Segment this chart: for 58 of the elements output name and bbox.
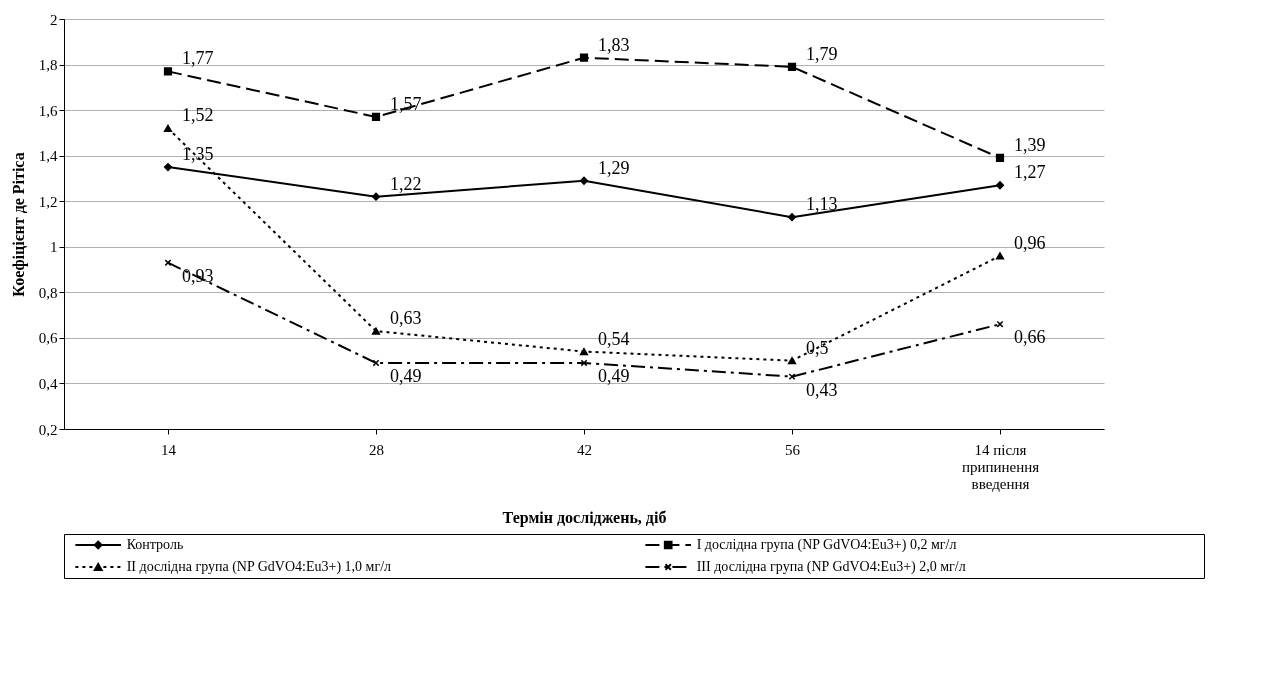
data-label: 0,66 bbox=[1014, 327, 1046, 348]
point bbox=[371, 192, 381, 201]
point bbox=[787, 213, 797, 222]
data-label: 1,27 bbox=[1014, 162, 1046, 183]
x-tick-label: 14 bbox=[161, 441, 177, 458]
y-tick-label: 1,4 bbox=[38, 148, 58, 165]
data-label: 0,63 bbox=[390, 308, 422, 329]
data-label: 0,93 bbox=[182, 265, 214, 286]
data-label: 0,49 bbox=[390, 365, 422, 386]
point bbox=[787, 62, 797, 71]
point bbox=[372, 359, 380, 367]
x-axis-title: Термін досліджень, діб bbox=[502, 508, 667, 527]
point bbox=[787, 357, 797, 365]
x-tick-label: 56 bbox=[785, 441, 801, 458]
data-label: 1,22 bbox=[390, 173, 422, 194]
y-tick-label: 0,4 bbox=[38, 375, 58, 392]
point bbox=[995, 252, 1005, 260]
data-label: 1,35 bbox=[182, 144, 214, 165]
point bbox=[579, 53, 589, 62]
point bbox=[579, 347, 589, 356]
data-label: 0,43 bbox=[806, 379, 838, 400]
x-tick-label: 42 bbox=[577, 441, 592, 458]
data-label: 1,13 bbox=[806, 194, 838, 215]
point bbox=[371, 327, 381, 335]
data-label: 1,77 bbox=[182, 48, 214, 69]
data-label: 1,83 bbox=[598, 34, 630, 55]
data-label: 1,29 bbox=[598, 157, 630, 178]
data-label: 0,96 bbox=[1014, 232, 1046, 253]
data-label: 0,49 bbox=[598, 365, 630, 386]
x-tick-label: 14 після припинення введення bbox=[961, 441, 1040, 492]
legend-label: III дослідна група (NP GdVO4:Eu3+) 2,0 мг/л bbox=[696, 559, 966, 575]
data-label: 1,57 bbox=[390, 93, 422, 114]
y-tick-label: 0,2 bbox=[38, 421, 58, 438]
legend-label: I дослідна група (NP GdVO4:Eu3+) 0,2 мг/л bbox=[696, 537, 957, 553]
y-tick-label: 1,2 bbox=[38, 193, 58, 210]
point bbox=[163, 124, 173, 132]
data-label: 0,5 bbox=[806, 337, 829, 358]
point bbox=[995, 153, 1005, 163]
y-tick-label: 1 bbox=[50, 239, 58, 256]
data-label: 1,79 bbox=[806, 43, 838, 64]
y-tick-label: 2 bbox=[50, 11, 58, 28]
data-label: 1,52 bbox=[182, 105, 214, 126]
y-tick-label: 0,6 bbox=[38, 330, 58, 347]
legend-label: II дослідна група (NP GdVO4:Eu3+) 1,0 мг/л bbox=[126, 559, 392, 575]
point bbox=[371, 112, 381, 122]
y-tick-label: 0,8 bbox=[38, 284, 58, 301]
point bbox=[163, 162, 173, 172]
point bbox=[995, 181, 1005, 190]
data-label: 1,39 bbox=[1014, 134, 1046, 155]
legend-label: Контроль bbox=[126, 537, 184, 552]
point bbox=[580, 359, 588, 367]
x-tick-label: 28 bbox=[369, 441, 384, 458]
y-tick-label: 1,8 bbox=[38, 57, 58, 74]
point bbox=[579, 176, 589, 185]
point bbox=[163, 67, 173, 76]
y-tick-label: 1,6 bbox=[38, 102, 58, 119]
data-label: 0,54 bbox=[598, 328, 630, 349]
y-axis-title: Коефіцієнт де Рітіса bbox=[9, 152, 28, 297]
